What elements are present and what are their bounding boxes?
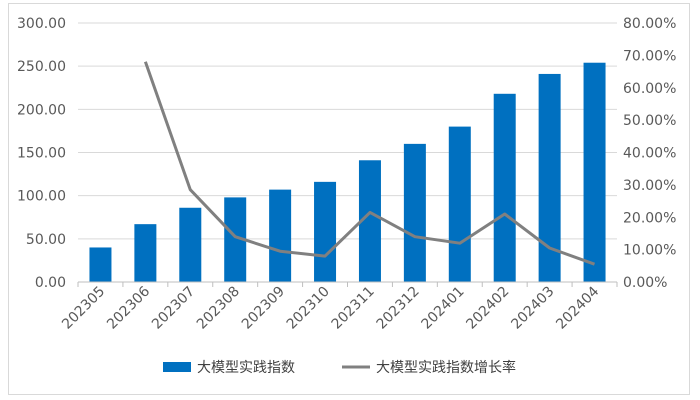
y-right-tick-label: 80.00% [623, 16, 676, 32]
y-right-tick-label: 20.00% [623, 210, 676, 226]
x-tick-label: 202309 [239, 284, 288, 333]
y-right-tick-label: 0.00% [623, 275, 667, 291]
y-right-tick-label: 70.00% [623, 48, 676, 64]
x-tick-label: 202311 [329, 284, 378, 333]
legend-bar-swatch [163, 362, 191, 372]
x-tick-label: 202312 [374, 284, 423, 333]
y-axis-left-ticks: 0.00 50.00 100.00 150.00 200.00 250.00 300.00 [17, 16, 66, 291]
y-left-tick-label: 50.00 [26, 232, 66, 248]
y-left-tick-label: 300.00 [17, 16, 66, 32]
bar-202401 [448, 126, 471, 282]
legend-bar-label: 大模型实践指数 [197, 360, 295, 376]
x-tick-label: 202403 [508, 284, 557, 333]
bar-202310 [314, 181, 337, 282]
bar-202307 [179, 207, 202, 282]
x-axis-ticks: 2023052023062023072023082023092023102023… [59, 283, 602, 332]
y-left-tick-label: 100.00 [17, 189, 66, 205]
line-series [143, 61, 596, 266]
y-left-tick-label: 200.00 [17, 102, 66, 118]
y-right-tick-label: 40.00% [623, 146, 676, 162]
gridlines [78, 22, 617, 240]
bar-202402 [493, 93, 516, 282]
bar-202306 [134, 224, 157, 282]
legend-line-label: 大模型实践指数增长率 [376, 359, 516, 376]
y-right-tick-label: 60.00% [623, 81, 676, 97]
axes [77, 281, 618, 287]
bar-202311 [358, 160, 381, 282]
x-tick-label: 202307 [149, 284, 198, 333]
legend: 大模型实践指数 大模型实践指数增长率 [163, 359, 516, 376]
y-right-tick-label: 50.00% [623, 113, 676, 129]
y-axis-right-ticks: 0.00% 10.00% 20.00% 30.00% 40.00% 50.00% 60.00… [623, 16, 676, 291]
bar-202403 [538, 73, 561, 282]
x-tick-label: 202305 [59, 284, 108, 333]
bar-202312 [403, 143, 426, 282]
bar-202308 [224, 197, 247, 282]
x-tick-label: 202401 [419, 284, 468, 333]
bar-202309 [269, 189, 292, 282]
chart-frame [8, 3, 690, 395]
bar-series [89, 62, 606, 282]
y-left-tick-label: 150.00 [17, 146, 66, 162]
y-left-tick-label: 250.00 [17, 59, 66, 75]
x-tick-label: 202404 [553, 283, 602, 332]
x-tick-label: 202402 [463, 284, 512, 333]
bar-202305 [89, 247, 112, 282]
x-tick-label: 202306 [104, 283, 153, 332]
y-left-tick-label: 0.00 [35, 275, 66, 291]
x-tick-label: 202310 [284, 284, 333, 333]
bar-202404 [583, 62, 606, 282]
x-tick-label: 202308 [194, 284, 243, 333]
y-right-tick-label: 30.00% [623, 178, 676, 194]
growth-rate-line [143, 61, 596, 266]
y-right-tick-label: 10.00% [623, 243, 676, 259]
